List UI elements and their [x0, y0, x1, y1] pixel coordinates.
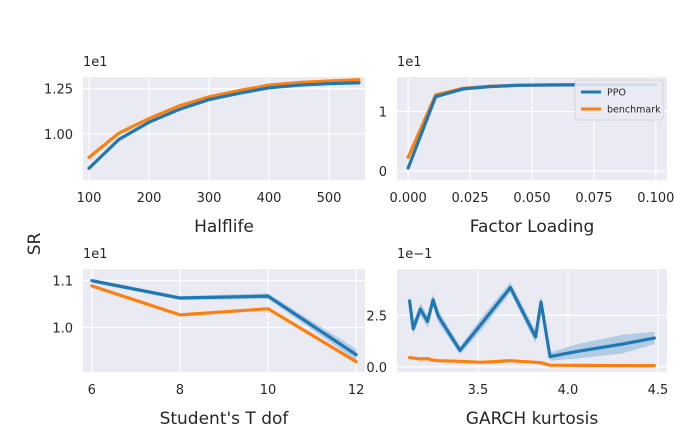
legend: PPO benchmark	[574, 79, 664, 121]
y-tick-label: 0.0	[366, 361, 387, 376]
x-tick-label: 3.5	[468, 383, 489, 398]
benchmark-line	[408, 355, 657, 368]
legend-label: benchmark	[607, 105, 661, 116]
x-tick-label: 0.000	[390, 191, 427, 206]
ppo-line	[408, 285, 657, 359]
y-tick-label: 2.5	[366, 309, 387, 324]
y-tick-label: 1	[379, 106, 387, 121]
y-tick-label: 0	[379, 165, 387, 180]
x-tick-label: 200	[137, 191, 162, 206]
x-axis-label: Student's T dof	[160, 409, 290, 429]
x-tick-label: 100	[77, 191, 102, 206]
axis-multiplier: 1e1	[83, 247, 108, 262]
x-tick-label: 0.075	[575, 191, 612, 206]
x-axis-label: Halflife	[194, 217, 254, 237]
benchmark-line	[87, 78, 361, 160]
y-tick-label: 1.1	[52, 275, 73, 290]
axis-multiplier: 1e−1	[397, 247, 432, 262]
x-tick-label: 0.025	[451, 191, 488, 206]
x-tick-label: 12	[348, 383, 365, 398]
plot-background	[397, 269, 667, 372]
y-tick-label: 1.00	[44, 128, 73, 143]
plot-background	[83, 269, 365, 372]
y-tick-label: 1.25	[44, 83, 73, 98]
axis-multiplier: 1e1	[83, 55, 108, 70]
x-axis-label: Factor Loading	[470, 217, 595, 237]
x-tick-label: 500	[317, 191, 342, 206]
x-tick-label: 300	[197, 191, 222, 206]
x-tick-label: 0.100	[637, 191, 674, 206]
x-tick-label: 4.0	[558, 383, 579, 398]
x-tick-label: 6	[88, 383, 96, 398]
axis-multiplier: 1e1	[397, 55, 422, 70]
ppo-line	[87, 81, 361, 170]
x-axis-label: GARCH kurtosis	[466, 409, 599, 429]
y-axis-label: SR	[25, 233, 45, 256]
ppo-line	[90, 279, 358, 357]
subplot-4: 3.5 4.0 4.5 0.0 2.5 1e−1 GARCH kurtosis	[366, 247, 668, 429]
series-group	[87, 78, 361, 171]
subplot-1: 100 200 300 400 500 1.00 1.25 1e1 Halflife	[44, 55, 365, 237]
x-tick-label: 10	[260, 383, 277, 398]
x-tick-label: 400	[257, 191, 282, 206]
subplot-2: 0.000 0.025 0.050 0.075 0.100 0 1 1e1 Factor Loa…	[379, 55, 674, 237]
legend-label: PPO	[607, 88, 626, 99]
x-tick-label: 4.5	[648, 383, 669, 398]
x-tick-label: 0.050	[513, 191, 550, 206]
series-group	[90, 278, 358, 364]
series-group	[408, 282, 657, 368]
y-tick-label: 1.0	[52, 322, 73, 337]
ppo-confidence-band	[409, 282, 655, 361]
benchmark-line	[90, 284, 358, 364]
x-tick-label: 8	[176, 383, 184, 398]
subplot-3: 6 8 10 12 1.0 1.1 1e1 Student's T dof	[52, 247, 365, 429]
